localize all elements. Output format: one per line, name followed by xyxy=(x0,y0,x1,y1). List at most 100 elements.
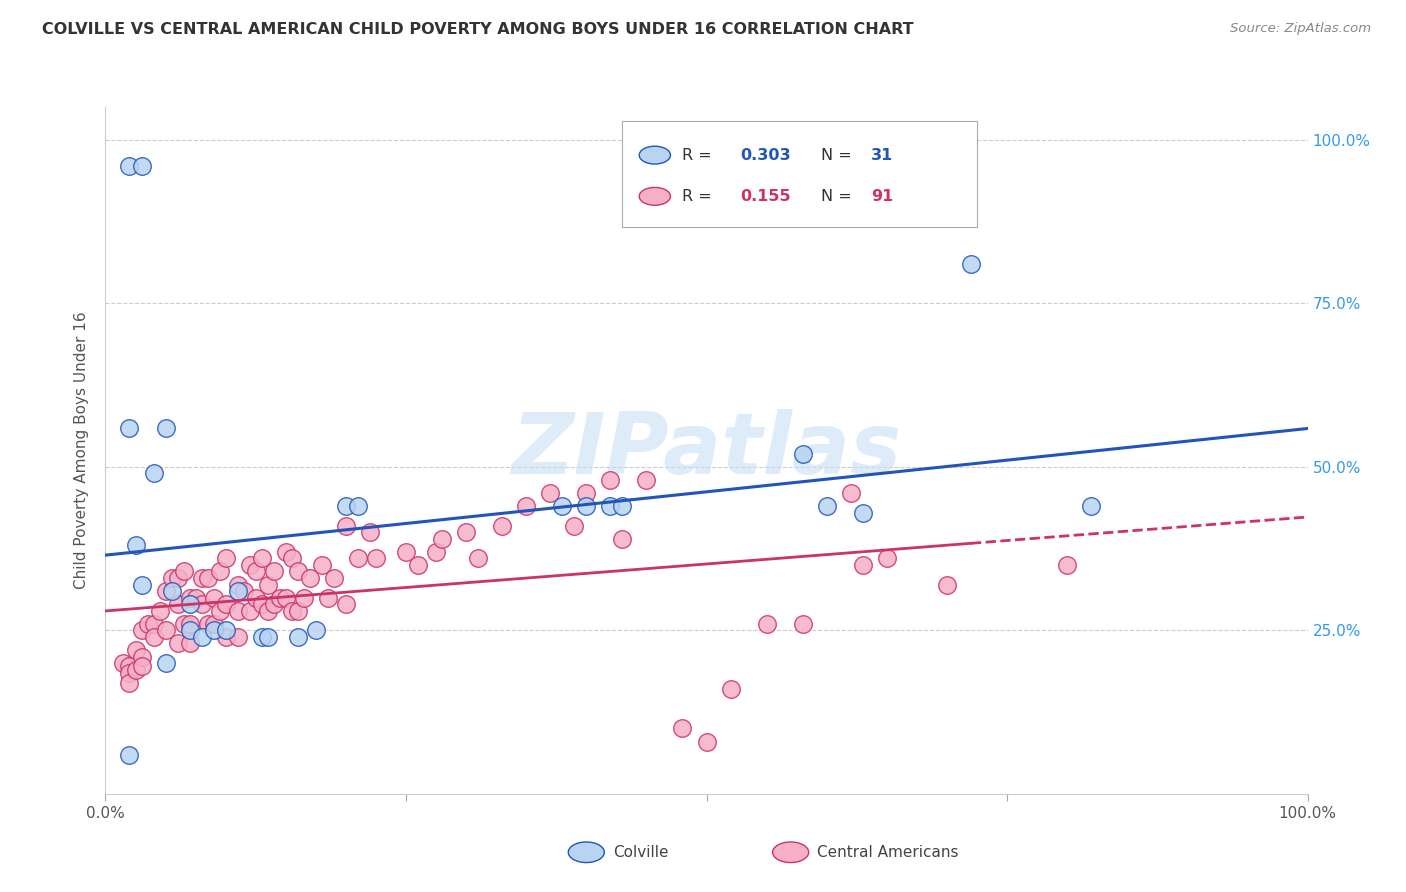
Point xyxy=(245,591,267,605)
Point xyxy=(562,518,585,533)
Point xyxy=(636,473,658,487)
Point xyxy=(155,656,177,670)
Point xyxy=(316,591,339,605)
Point xyxy=(256,630,278,644)
Point xyxy=(1056,558,1078,572)
Point xyxy=(166,571,188,585)
Point xyxy=(792,616,814,631)
Point xyxy=(395,545,418,559)
Point xyxy=(491,518,513,533)
Point xyxy=(166,597,188,611)
Point xyxy=(425,545,447,559)
Point xyxy=(179,597,201,611)
Point xyxy=(208,604,231,618)
Point xyxy=(190,630,212,644)
Point xyxy=(131,649,153,664)
Point xyxy=(852,506,875,520)
Point xyxy=(274,545,297,559)
Point xyxy=(197,616,219,631)
Point xyxy=(202,616,225,631)
Point xyxy=(155,624,177,638)
Point xyxy=(263,597,285,611)
Point xyxy=(142,467,165,481)
Point xyxy=(118,159,141,173)
Point xyxy=(839,486,862,500)
Point xyxy=(335,499,357,513)
Point xyxy=(131,159,153,173)
Point xyxy=(184,591,207,605)
FancyBboxPatch shape xyxy=(623,120,977,227)
Point xyxy=(124,663,146,677)
Point xyxy=(269,591,291,605)
Point xyxy=(208,565,231,579)
Point xyxy=(131,659,153,673)
Point xyxy=(148,604,170,618)
Point xyxy=(287,604,309,618)
Point xyxy=(960,257,983,271)
Point xyxy=(575,499,598,513)
Text: Source: ZipAtlas.com: Source: ZipAtlas.com xyxy=(1230,22,1371,36)
Text: R =: R = xyxy=(682,189,717,204)
Point xyxy=(876,551,898,566)
Point xyxy=(515,499,537,513)
Point xyxy=(202,624,225,638)
Point xyxy=(347,551,370,566)
Point xyxy=(287,565,309,579)
Text: Colville: Colville xyxy=(613,845,668,860)
Point xyxy=(239,604,262,618)
Point xyxy=(364,551,387,566)
Point xyxy=(936,577,959,591)
Point xyxy=(226,577,249,591)
Point xyxy=(696,734,718,748)
Text: 91: 91 xyxy=(872,189,893,204)
Point xyxy=(179,616,201,631)
Point xyxy=(250,630,273,644)
Text: COLVILLE VS CENTRAL AMERICAN CHILD POVERTY AMONG BOYS UNDER 16 CORRELATION CHART: COLVILLE VS CENTRAL AMERICAN CHILD POVER… xyxy=(42,22,914,37)
Text: Central Americans: Central Americans xyxy=(817,845,959,860)
Point xyxy=(179,624,201,638)
Point xyxy=(124,643,146,657)
Point xyxy=(160,584,183,599)
Point xyxy=(792,447,814,461)
Point xyxy=(166,636,188,650)
Point xyxy=(347,499,370,513)
Point xyxy=(190,597,212,611)
Point xyxy=(214,630,236,644)
Text: 0.303: 0.303 xyxy=(740,147,790,162)
Point xyxy=(538,486,561,500)
Text: R =: R = xyxy=(682,147,717,162)
Point xyxy=(214,597,236,611)
Point xyxy=(720,682,742,697)
Point xyxy=(226,584,249,599)
Point xyxy=(142,616,165,631)
Point xyxy=(226,604,249,618)
Circle shape xyxy=(640,187,671,205)
Point xyxy=(335,518,357,533)
Circle shape xyxy=(640,146,671,164)
Point xyxy=(197,571,219,585)
Point xyxy=(287,630,309,644)
Point xyxy=(311,558,333,572)
Point xyxy=(298,571,321,585)
Point xyxy=(173,565,195,579)
Point xyxy=(179,591,201,605)
Point xyxy=(190,571,212,585)
Point xyxy=(232,584,254,599)
Point xyxy=(131,624,153,638)
Point xyxy=(406,558,429,572)
Point xyxy=(112,656,135,670)
Point xyxy=(274,591,297,605)
Point xyxy=(1080,499,1102,513)
Point xyxy=(292,591,315,605)
Point xyxy=(671,722,693,736)
Text: ZIPatlas: ZIPatlas xyxy=(512,409,901,492)
Point xyxy=(322,571,344,585)
Point xyxy=(430,532,453,546)
Point xyxy=(599,499,621,513)
Point xyxy=(852,558,875,572)
Circle shape xyxy=(568,842,605,863)
Point xyxy=(551,499,574,513)
Point xyxy=(173,616,195,631)
Circle shape xyxy=(773,842,808,863)
Point xyxy=(359,525,381,540)
